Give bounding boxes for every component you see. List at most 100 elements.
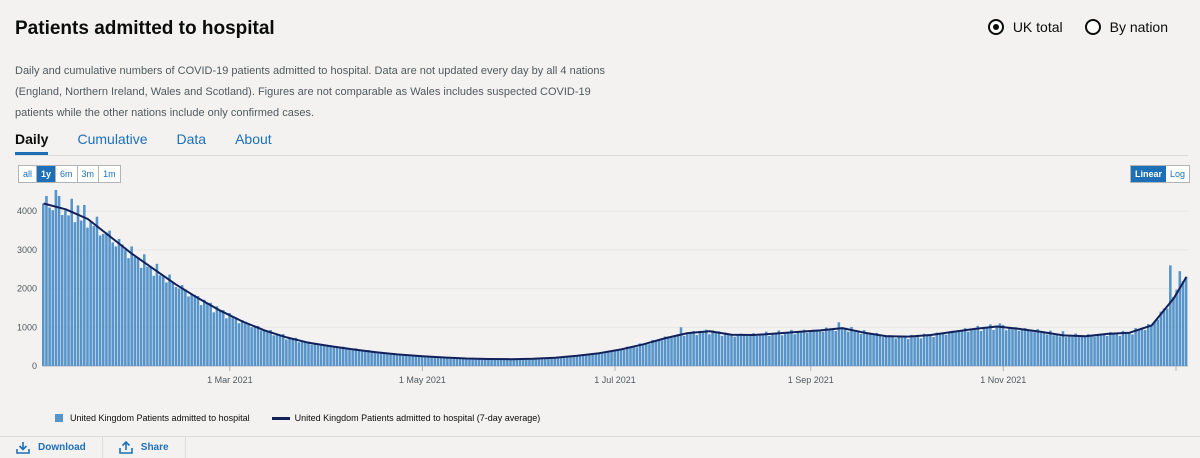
bar [152, 275, 156, 366]
bar [275, 334, 279, 366]
bar [206, 303, 209, 366]
x-tick-label: 1 Jul 2021 [594, 375, 636, 385]
bar [651, 339, 654, 366]
bar [932, 337, 935, 366]
y-tick-label: 1000 [17, 322, 37, 332]
bar [875, 332, 879, 366]
bar [831, 329, 834, 366]
bar [1105, 336, 1109, 366]
bar [714, 332, 718, 366]
bar [1036, 329, 1040, 366]
scale-log-button[interactable]: Log [1169, 169, 1185, 179]
bar [708, 334, 711, 366]
range-3m-button[interactable]: 3m [78, 166, 100, 182]
bar [1096, 334, 1100, 366]
bar [594, 354, 598, 366]
bar [771, 333, 774, 366]
bar [995, 325, 998, 366]
radio-by-nation[interactable]: By nation [1084, 19, 1168, 35]
bar [244, 321, 247, 366]
bar [1023, 328, 1027, 366]
bar [686, 332, 689, 366]
bar [477, 358, 481, 366]
bar [616, 349, 620, 366]
bar [711, 330, 714, 366]
bar [367, 350, 370, 366]
bar [569, 356, 572, 366]
bar [184, 289, 187, 366]
range-1m-button[interactable]: 1m [103, 169, 116, 179]
bar [821, 331, 825, 366]
bar [171, 282, 174, 366]
bar [632, 346, 635, 366]
tab-cumulative[interactable]: Cumulative [77, 131, 148, 147]
bar [717, 331, 721, 366]
bar [316, 343, 320, 366]
bar [881, 337, 885, 366]
bar [1178, 271, 1182, 366]
bar [780, 335, 784, 366]
tab-daily[interactable]: Daily [15, 131, 49, 156]
bar [982, 327, 986, 366]
download-button[interactable]: Download [0, 437, 103, 458]
bar [111, 242, 115, 366]
bar [572, 356, 575, 366]
radio-uk-total-circle[interactable] [987, 19, 1004, 35]
bar [566, 355, 569, 366]
bar [335, 347, 339, 366]
chart-average-line [43, 202, 1188, 361]
tab-data[interactable]: Data [176, 131, 207, 147]
bar [1140, 328, 1144, 366]
legend-line-label[interactable]: United Kingdom Patients admitted to hosp… [294, 413, 541, 423]
bar [1008, 327, 1011, 366]
range-all-button[interactable]: all [19, 166, 38, 182]
bar [1039, 332, 1043, 366]
bar [196, 296, 200, 366]
radio-uk-total[interactable]: UK total [987, 19, 1063, 35]
bar [414, 355, 418, 366]
bar [970, 329, 973, 366]
bar [960, 330, 964, 366]
bar [225, 318, 228, 366]
bar [1156, 319, 1159, 366]
legend-bar-label[interactable]: United Kingdom Patients admitted to hosp… [70, 413, 250, 423]
bar [1150, 325, 1153, 366]
bar [288, 337, 291, 366]
bar [203, 299, 206, 366]
bar [670, 337, 673, 366]
bar [1064, 336, 1068, 366]
scale-linear-button[interactable]: Linear [1130, 166, 1166, 182]
radio-by-nation-circle[interactable] [1084, 19, 1101, 35]
download-icon [16, 441, 30, 454]
bar [149, 266, 152, 366]
bar [218, 310, 222, 366]
bar [648, 344, 651, 366]
range-6m-button[interactable]: 6m [56, 166, 78, 182]
bar [528, 358, 531, 366]
bar [322, 346, 326, 366]
bar [1017, 330, 1021, 366]
bar [578, 354, 582, 366]
bar [382, 353, 386, 366]
bar [259, 330, 263, 366]
range-1y-button[interactable]: 1y [37, 166, 57, 182]
bar [537, 358, 541, 366]
action-bar: Download Share [0, 437, 186, 458]
bar [622, 349, 626, 366]
share-button[interactable]: Share [103, 437, 186, 458]
bar [1165, 308, 1169, 366]
admissions-chart[interactable]: 0 1000 2000 3000 4000 1 Mar 2021 1 May 2021 1 J… [0, 188, 1200, 400]
bar [1128, 332, 1131, 366]
bar [319, 344, 323, 366]
x-tick-label: 1 Nov 2021 [980, 375, 1026, 385]
tab-about[interactable]: About [235, 131, 272, 147]
bar [490, 359, 493, 366]
bar [130, 246, 133, 366]
bar [736, 334, 740, 366]
bar [487, 358, 490, 366]
bar [815, 329, 819, 366]
bar [979, 331, 983, 366]
bar [733, 336, 736, 366]
legend-bar-swatch [55, 414, 63, 422]
radio-by-nation-label: By nation [1109, 19, 1168, 35]
